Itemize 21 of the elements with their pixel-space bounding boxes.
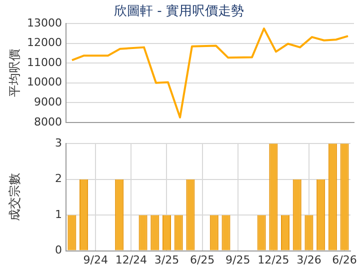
y-tick-label: 1 xyxy=(55,208,62,221)
y-tick-label: 11000 xyxy=(27,56,62,69)
x-tick-label: 9/25 xyxy=(226,253,250,266)
y-tick-label: 10000 xyxy=(27,76,62,89)
y-tick-label: 12000 xyxy=(27,36,62,50)
x-tick-label: 12/24 xyxy=(115,253,148,266)
y-axis-title: 平均呎價 xyxy=(7,49,22,97)
y-tick-label: 9000 xyxy=(34,96,62,108)
chart-title: 欣圖軒 - 實用呎價走勢 xyxy=(114,4,244,20)
x-tick-label: 3/25 xyxy=(154,253,180,266)
y-tick-label: 0 xyxy=(55,244,62,257)
x-tick-label: 3/26 xyxy=(296,253,322,266)
y-tick-label: 2 xyxy=(55,172,62,186)
y-axis-title: 成交宗數 xyxy=(7,173,22,222)
x-tick-label: 6/25 xyxy=(190,253,215,266)
x-tick-label: 12/25 xyxy=(258,253,290,266)
y-tick-label: 3 xyxy=(55,136,62,150)
y-tick-label: 13000 xyxy=(27,16,62,30)
x-tick-label: 9/24 xyxy=(83,253,108,266)
y-tick-label: 8000 xyxy=(34,115,62,128)
x-tick-label: 6/26 xyxy=(332,253,357,266)
